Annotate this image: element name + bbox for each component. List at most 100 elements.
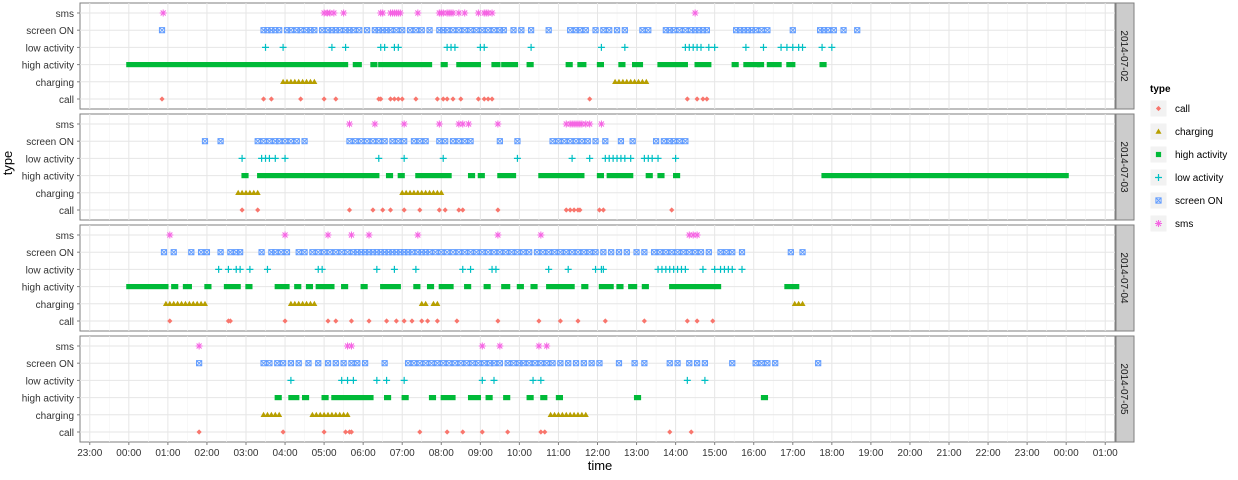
high-activity-point xyxy=(491,62,501,68)
legend-key xyxy=(1149,122,1168,141)
sms-point xyxy=(345,120,353,128)
screen-on-point xyxy=(592,249,599,256)
sms-point xyxy=(326,9,334,17)
x-tick-label: 22:00 xyxy=(976,448,1001,459)
call-point xyxy=(602,318,608,324)
x-tick-label: 18:00 xyxy=(819,448,844,459)
screen-on-point xyxy=(496,138,503,145)
screen-on-point xyxy=(580,249,587,256)
screen-on-point xyxy=(578,138,585,145)
screen-on-point xyxy=(432,249,439,256)
charging-point xyxy=(166,300,173,306)
x-tick-label: 20:00 xyxy=(897,448,922,459)
screen-on-point xyxy=(588,360,595,367)
charging-point xyxy=(303,78,310,84)
screen-on-point xyxy=(387,27,394,34)
screen-on-point xyxy=(436,138,443,145)
call-point xyxy=(710,318,716,324)
call-point xyxy=(460,207,466,213)
panel-points xyxy=(126,9,861,102)
high-activity-point xyxy=(288,395,300,401)
high-activity-point xyxy=(467,395,481,401)
low-activity-point xyxy=(728,265,736,273)
screen-on-point xyxy=(358,138,365,145)
screen-on-point xyxy=(555,138,562,145)
high-activity-point xyxy=(397,173,405,179)
screen-on-point xyxy=(701,360,709,367)
sms-point xyxy=(465,120,473,128)
high-activity-point xyxy=(581,284,589,290)
screen-on-point xyxy=(490,360,498,367)
screen-on-point xyxy=(469,360,476,367)
screen-on-point xyxy=(410,360,418,367)
charging-point xyxy=(795,300,802,306)
sms-point xyxy=(535,342,543,350)
screen-on-point xyxy=(457,360,464,367)
row-label: sms xyxy=(56,9,74,20)
screen-on-point xyxy=(617,138,625,145)
screen-on-point xyxy=(551,249,558,256)
call-point xyxy=(321,96,327,102)
high-activity-point xyxy=(540,395,548,401)
screen-on-point xyxy=(442,138,449,145)
high-activity-point xyxy=(305,284,314,290)
charging-point xyxy=(434,189,441,195)
facet-strip xyxy=(1115,335,1135,443)
low-activity-point xyxy=(627,154,635,162)
row-label: high activity xyxy=(22,172,74,183)
call-point xyxy=(505,429,511,435)
screen-on-point xyxy=(772,360,779,367)
high-activity-point xyxy=(657,173,665,179)
low-activity-point xyxy=(375,154,383,162)
call-point xyxy=(417,429,423,435)
screen-on-point xyxy=(496,360,503,367)
high-activity-point xyxy=(526,395,534,401)
screen-on-point xyxy=(641,360,648,367)
x-tick-label: 12:00 xyxy=(585,448,610,459)
row-label: low activity xyxy=(26,154,74,165)
sms-point xyxy=(496,342,504,350)
low-activity-point xyxy=(648,154,656,162)
screen-on-point xyxy=(301,138,308,145)
screen-on-point xyxy=(596,360,603,367)
low-activity-point xyxy=(705,43,713,51)
call-point xyxy=(419,318,425,324)
x-tick-label: 07:00 xyxy=(390,448,415,459)
screen-on-point xyxy=(549,360,556,367)
charging-point xyxy=(246,189,253,195)
call-point xyxy=(387,96,394,102)
high-activity-point xyxy=(628,284,638,290)
high-activity-point xyxy=(526,62,534,68)
sms-point xyxy=(685,231,693,239)
high-activity-point xyxy=(126,62,349,68)
screen-on-point xyxy=(686,360,693,367)
screen-on-point xyxy=(461,249,468,256)
x-tick-label: 14:00 xyxy=(663,448,688,459)
screen-on-point xyxy=(319,27,326,34)
call-point xyxy=(450,96,456,102)
screen-on-point xyxy=(467,249,474,256)
charging-point xyxy=(328,411,335,417)
charging-point xyxy=(410,189,417,195)
screen-on-point xyxy=(293,138,300,145)
call-point xyxy=(298,96,304,102)
high-activity-point xyxy=(126,284,169,290)
sms-point xyxy=(693,231,701,239)
call-point xyxy=(571,207,577,213)
screen-on-point xyxy=(738,249,746,256)
call-point xyxy=(485,96,491,102)
screen-on-point xyxy=(504,360,511,367)
call-point xyxy=(159,96,165,102)
screen-on-point xyxy=(301,249,308,256)
high-activity-point xyxy=(223,284,241,290)
low-activity-point xyxy=(799,43,807,51)
call-point xyxy=(391,96,398,102)
charging-point xyxy=(615,78,622,84)
sms-point xyxy=(435,120,443,128)
call-point xyxy=(442,207,448,213)
high-activity-point xyxy=(274,284,290,290)
high-activity-point xyxy=(645,173,653,179)
screen-on-point xyxy=(481,360,488,367)
screen-on-point xyxy=(324,360,332,367)
high-activity-point xyxy=(274,395,282,401)
